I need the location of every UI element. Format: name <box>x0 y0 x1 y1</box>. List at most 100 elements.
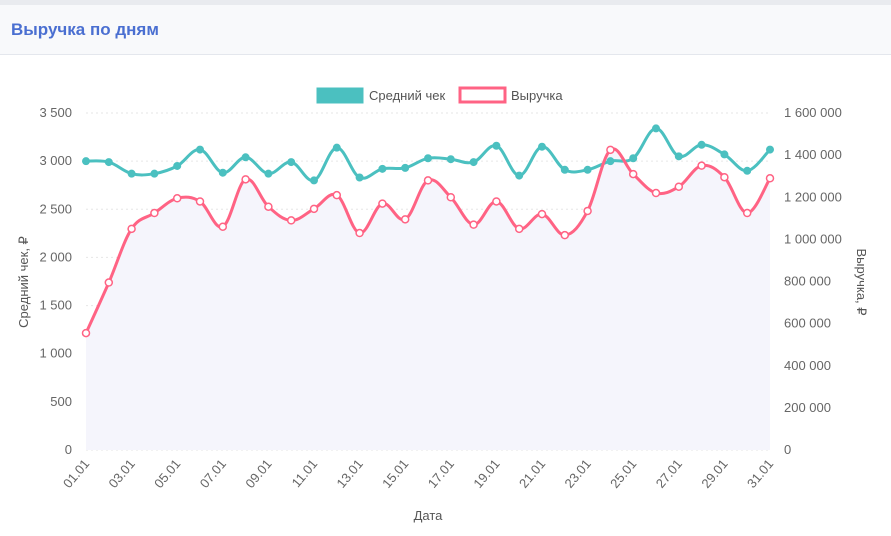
y-left-tick-label: 2 500 <box>39 201 72 216</box>
data-point-avg-check[interactable] <box>401 163 410 172</box>
data-point-revenue[interactable] <box>172 194 182 203</box>
legend-label-avg-check[interactable]: Средний чек <box>369 88 445 103</box>
data-point-revenue[interactable] <box>742 208 752 218</box>
data-point-avg-check[interactable] <box>743 166 752 175</box>
x-tick-label: 19.01 <box>470 456 502 491</box>
data-point-revenue[interactable] <box>720 172 729 182</box>
top-strip <box>0 0 891 5</box>
data-point-avg-check[interactable] <box>629 154 638 163</box>
data-point-revenue[interactable] <box>127 224 136 234</box>
y-right-tick-label: 1 000 000 <box>784 231 842 246</box>
data-point-avg-check[interactable] <box>606 157 615 166</box>
data-point-avg-check[interactable] <box>515 171 524 180</box>
data-point-avg-check[interactable] <box>469 158 478 167</box>
data-point-avg-check[interactable] <box>538 142 546 151</box>
data-point-avg-check[interactable] <box>82 157 90 166</box>
x-tick-label: 13.01 <box>333 456 365 491</box>
y-left-tick-label: 2 000 <box>39 249 72 264</box>
data-point-revenue[interactable] <box>469 220 478 229</box>
x-axis-label: Дата <box>414 508 444 523</box>
data-point-avg-check[interactable] <box>310 176 318 185</box>
data-point-avg-check[interactable] <box>355 173 364 182</box>
data-point-avg-check[interactable] <box>241 153 250 162</box>
data-point-revenue[interactable] <box>150 208 159 218</box>
data-point-revenue[interactable] <box>81 328 91 338</box>
series-area-revenue <box>86 148 770 450</box>
point-layer <box>81 124 775 338</box>
y-right-tick-label: 0 <box>784 442 791 457</box>
data-point-revenue[interactable] <box>355 228 364 238</box>
data-point-avg-check[interactable] <box>378 164 387 173</box>
data-point-revenue[interactable] <box>264 202 273 211</box>
data-point-revenue[interactable] <box>423 176 433 185</box>
x-tick-label: 29.01 <box>698 456 730 491</box>
data-point-avg-check[interactable] <box>264 169 273 178</box>
y-left-tick-label: 0 <box>65 442 72 457</box>
data-point-revenue[interactable] <box>241 175 250 184</box>
data-point-revenue[interactable] <box>104 278 114 287</box>
data-point-avg-check[interactable] <box>766 145 774 154</box>
data-point-revenue[interactable] <box>446 193 456 202</box>
legend-swatch-avg-check[interactable] <box>316 87 364 104</box>
data-point-avg-check[interactable] <box>720 150 729 159</box>
data-point-avg-check[interactable] <box>583 165 592 174</box>
y-right-tick-label: 600 000 <box>784 316 831 331</box>
legend[interactable]: Средний чек Выручка <box>316 86 563 104</box>
data-point-avg-check[interactable] <box>560 165 569 174</box>
data-point-revenue[interactable] <box>674 182 684 191</box>
data-point-avg-check[interactable] <box>127 169 136 178</box>
x-tick-label: 07.01 <box>197 456 229 491</box>
y-right-tick-label: 1 200 000 <box>784 189 842 204</box>
y-right-tick-label: 1 600 000 <box>784 105 842 120</box>
x-tick-label: 09.01 <box>242 456 274 491</box>
data-point-revenue[interactable] <box>606 145 615 155</box>
data-point-revenue[interactable] <box>628 169 638 179</box>
y-left-tick-label: 3 500 <box>39 105 72 120</box>
data-point-revenue[interactable] <box>492 197 501 206</box>
data-point-revenue[interactable] <box>218 222 228 231</box>
data-point-avg-check[interactable] <box>674 152 683 161</box>
x-tick-label: 03.01 <box>105 456 137 491</box>
data-point-revenue[interactable] <box>286 216 296 225</box>
y-left-tick-label: 1 000 <box>39 346 72 361</box>
data-point-avg-check[interactable] <box>697 140 706 149</box>
data-point-avg-check[interactable] <box>446 155 455 164</box>
x-tick-label: 27.01 <box>653 456 685 491</box>
data-point-revenue[interactable] <box>378 199 387 208</box>
data-point-avg-check[interactable] <box>218 168 227 177</box>
data-point-revenue[interactable] <box>195 197 205 206</box>
data-point-revenue[interactable] <box>583 206 592 216</box>
data-point-avg-check[interactable] <box>196 145 204 154</box>
data-point-revenue[interactable] <box>560 230 570 240</box>
data-point-avg-check[interactable] <box>173 161 182 170</box>
data-point-revenue[interactable] <box>765 174 775 183</box>
data-point-avg-check[interactable] <box>652 124 660 133</box>
x-tick-label: 17.01 <box>425 456 457 491</box>
legend-swatch-revenue[interactable] <box>458 86 507 104</box>
data-point-revenue[interactable] <box>651 188 661 198</box>
data-point-avg-check[interactable] <box>150 169 159 178</box>
data-point-avg-check[interactable] <box>492 141 501 150</box>
data-point-avg-check[interactable] <box>287 158 296 167</box>
panel-title: Выручка по дням <box>11 19 159 39</box>
data-point-revenue[interactable] <box>309 204 319 214</box>
data-point-revenue[interactable] <box>537 209 547 219</box>
y-right-axis-label: Выручка, ₽ <box>854 248 869 315</box>
data-point-avg-check[interactable] <box>332 143 341 152</box>
y-left-axis-label: Средний чек, ₽ <box>16 236 31 328</box>
y-right-tick-label: 400 000 <box>784 358 831 373</box>
legend-label-revenue[interactable]: Выручка <box>511 88 563 103</box>
data-point-revenue[interactable] <box>697 161 706 170</box>
y-left-tick-label: 1 500 <box>39 298 72 313</box>
data-point-revenue[interactable] <box>332 190 342 200</box>
panel-header: Выручка по дням <box>0 5 891 55</box>
x-tick-label: 21.01 <box>516 456 548 491</box>
data-point-revenue[interactable] <box>400 215 410 224</box>
data-point-revenue[interactable] <box>514 224 524 234</box>
x-tick-label: 05.01 <box>151 456 183 491</box>
data-point-avg-check[interactable] <box>424 154 432 163</box>
data-point-avg-check[interactable] <box>104 158 113 167</box>
y-right-tick-label: 200 000 <box>784 400 831 415</box>
x-tick-label: 25.01 <box>607 456 639 491</box>
